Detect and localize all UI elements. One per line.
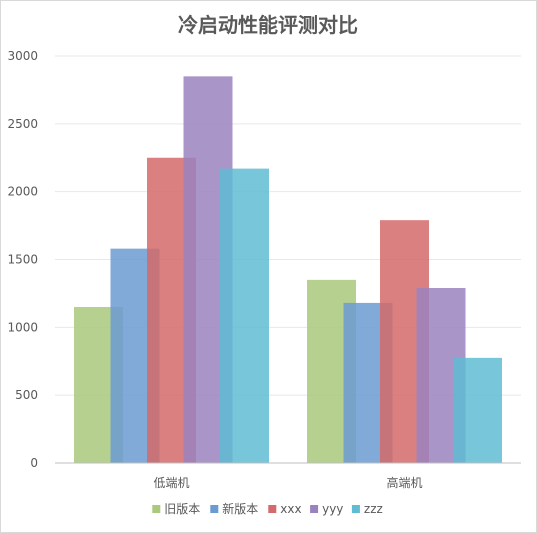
x-axis: 低端机 高端机 — [55, 462, 521, 490]
legend-swatch — [310, 505, 319, 513]
y-axis: 0 500 1000 1500 2000 2500 3000 — [7, 49, 38, 470]
y-tick-label: 3000 — [7, 49, 38, 63]
legend-label: yyy — [322, 502, 343, 516]
legend-label: xxx — [280, 502, 301, 516]
legend-label: zzz — [364, 502, 383, 516]
bars — [74, 76, 502, 463]
y-tick-label: 1000 — [7, 320, 38, 334]
category-label: 低端机 — [153, 476, 189, 490]
legend-label: 新版本 — [222, 501, 258, 516]
legend-label: 旧版本 — [164, 502, 200, 516]
category-label: 高端机 — [386, 475, 422, 490]
legend-swatch — [351, 505, 360, 513]
y-tick-label: 1500 — [7, 253, 38, 267]
bar-zzz-低端机 — [220, 168, 269, 463]
legend-swatch — [152, 505, 161, 513]
legend-swatch — [268, 505, 277, 513]
y-tick-label: 2000 — [7, 185, 38, 199]
chart-title: 冷启动性能评测对比 — [178, 13, 358, 37]
legend-swatch — [210, 505, 219, 513]
y-tick-label: 2500 — [7, 117, 38, 131]
legend: 旧版本 新版本 xxx yyy zzz — [152, 501, 383, 516]
bar-zzz-高端机 — [453, 357, 502, 463]
y-tick-label: 0 — [30, 456, 38, 470]
y-tick-label: 500 — [15, 388, 38, 402]
